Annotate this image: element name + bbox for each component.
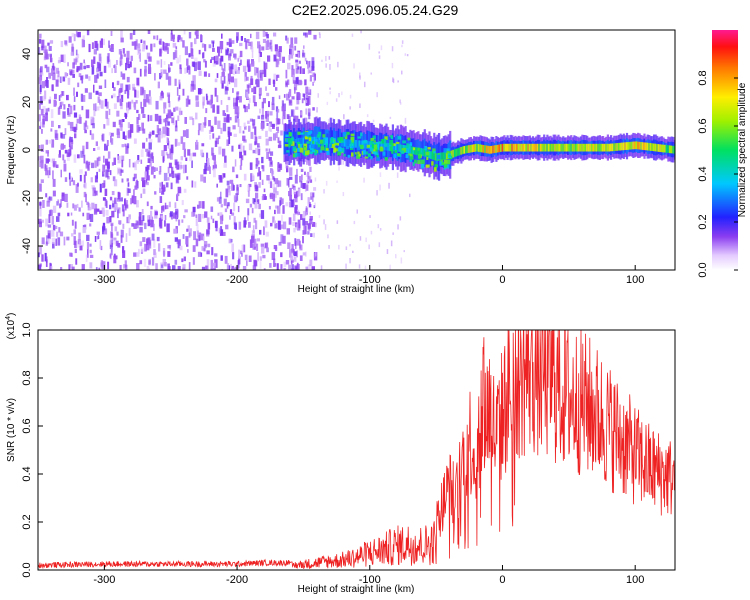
snr-plot-area [38, 330, 675, 570]
heatmap-y-tick-label: 20 [21, 96, 33, 108]
snr-y-tick-label: 0.8 [21, 370, 33, 385]
figure-title: C2E2.2025.096.05.24.G29 [292, 2, 459, 18]
colorbar: 0.0 0.2 0.4 0.6 0.8 Normalized spectral ampl… [697, 30, 748, 278]
snr-x-tick-label: -100 [359, 574, 381, 586]
snr-x-tick-label: -300 [93, 574, 115, 586]
colorbar-tick-label: 0.6 [697, 118, 709, 133]
colorbar-gradient [712, 30, 738, 270]
heatmap-y-ticks: -40 -20 0 20 40 [21, 48, 43, 254]
heatmap-y-tick-label: 0 [21, 147, 33, 153]
heatmap-x-tick-label: -300 [93, 274, 115, 286]
snr-y-tick-label: 0.2 [21, 514, 33, 529]
snr-y-axis-label: SNR (10 * v/v) [6, 398, 17, 462]
snr-x-axis-label: Height of straight line (km) [298, 584, 415, 595]
snr-frame [37, 329, 676, 571]
snr-x-tick-label: 0 [499, 574, 505, 586]
snr-y-tick-label: 1.0 [21, 322, 33, 337]
snr-x-tick-label: -200 [226, 574, 248, 586]
heatmap-x-tick-label: 0 [499, 274, 505, 286]
snr-x-tick-label: 100 [626, 574, 644, 586]
heatmap-x-tick-label: -100 [359, 274, 381, 286]
snr-x-ticks: -300 -200 -100 0 100 [93, 565, 644, 586]
heatmap-ridge [283, 116, 675, 181]
heatmap-y-tick-label: -20 [21, 190, 33, 206]
colorbar-label: Normalized spectral amplitude [737, 82, 748, 217]
heatmap-y-axis-label: Frequency (Hz) [6, 116, 17, 185]
heatmap-x-tick-label: -200 [226, 274, 248, 286]
heatmap-x-tick-label: 100 [626, 274, 644, 286]
snr-series [38, 330, 675, 569]
snr-y-tick-label: 0.0 [21, 562, 33, 577]
colorbar-ticks: 0.0 0.2 0.4 0.6 0.8 [697, 70, 738, 278]
snr-y-tick-label: 0.4 [21, 466, 33, 481]
colorbar-tick-label: 0.4 [697, 166, 709, 181]
heatmap-y-tick-label: -40 [21, 238, 33, 254]
heatmap-x-ticks: -300 -200 -100 0 100 [93, 265, 644, 286]
heatmap-x-axis-label: Height of straight line (km) [298, 284, 415, 295]
snr-y-ticks: 0.0 0.2 0.4 0.6 0.8 1.0 [21, 322, 43, 578]
colorbar-tick-label: 0.2 [697, 214, 709, 229]
snr-y-scale-label: (x104) [5, 313, 17, 340]
heatmap-noise-field [38, 30, 411, 270]
snr-chart: -300 -200 -100 0 100 0.0 0.2 0.4 0.6 0.8 1.0 Heig… [5, 313, 676, 595]
colorbar-tick-label: 0.8 [697, 70, 709, 85]
heatmap-y-tick-label: 40 [21, 48, 33, 60]
snr-series-line [38, 330, 675, 569]
colorbar-tick-label: 0.0 [697, 262, 709, 277]
snr-y-tick-label: 0.6 [21, 418, 33, 433]
